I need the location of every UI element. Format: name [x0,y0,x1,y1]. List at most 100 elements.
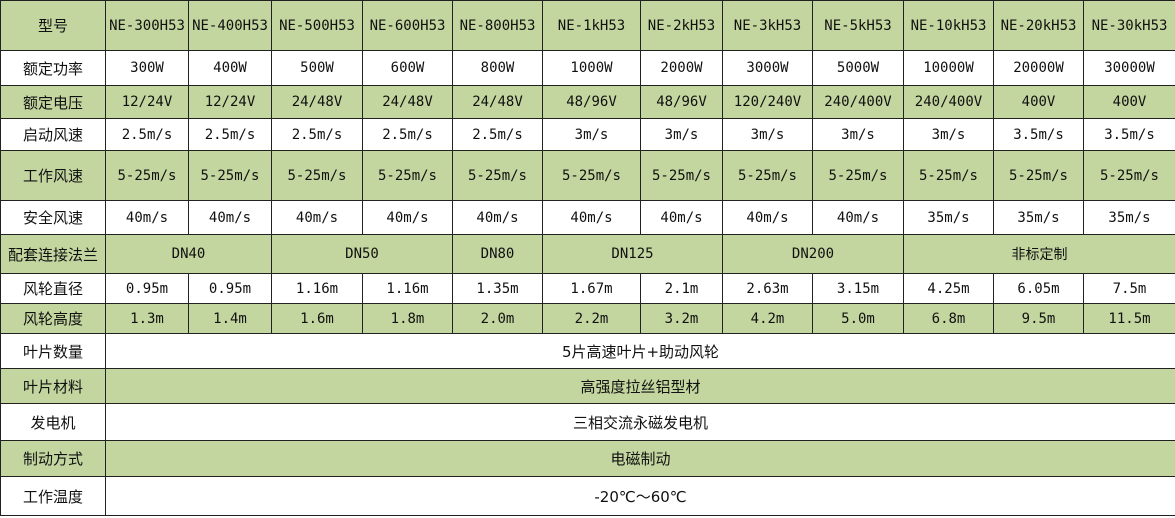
table-cell: 500W [271,50,363,86]
table-cell: 5-25m/s [271,150,363,201]
model-header: NE-30kH53 [1083,0,1175,51]
table-cell: 5-25m/s [1083,150,1175,201]
table-cell: 240/400V [903,85,994,119]
model-header: NE-300H53 [105,0,189,51]
flange-cell: DN40 [105,234,272,274]
common-row: 叶片材料 高强度拉丝铝型材 [0,368,1175,404]
table-cell: 24/48V [452,85,543,119]
table-cell: 48/96V [640,85,723,119]
row-label: 安全风速 [0,200,106,235]
row-label: 启动风速 [0,118,106,151]
table-cell: 1.16m [271,273,363,304]
table-cell: 5-25m/s [188,150,272,201]
table-cell: 30000W [1083,50,1175,86]
table-cell: 2.5m/s [362,118,453,151]
model-header: NE-3kH53 [722,0,813,51]
row-label: 叶片材料 [0,368,106,404]
table-cell: 3m/s [722,118,813,151]
row-label: 工作风速 [0,150,106,201]
table-cell: 4.2m [722,303,813,334]
table-row: 额定电压 12/24V 12/24V 24/48V 24/48V 24/48V 48/96V… [0,85,1175,119]
table-cell: 5-25m/s [722,150,813,201]
table-cell: 2.63m [722,273,813,304]
table-cell: 1.8m [362,303,453,334]
table-cell: 1.67m [542,273,641,304]
table-cell: 6.05m [993,273,1084,304]
row-label: 发电机 [0,403,106,441]
table-cell: 400V [1083,85,1175,119]
table-cell: 1.6m [271,303,363,334]
table-cell: 800W [452,50,543,86]
table-cell: 24/48V [271,85,363,119]
table-cell: 10000W [903,50,994,86]
table-cell: 35m/s [903,200,994,235]
table-cell: 48/96V [542,85,641,119]
header-row: 型号 NE-300H53 NE-400H53 NE-500H53 NE-600H53 NE… [0,0,1175,51]
table-cell: 3m/s [640,118,723,151]
table-cell: 2.2m [542,303,641,334]
model-header: NE-20kH53 [993,0,1084,51]
model-header: NE-5kH53 [812,0,904,51]
table-cell: 1.4m [188,303,272,334]
table-cell: 3000W [722,50,813,86]
table-cell: 300W [105,50,189,86]
table-cell: 400V [993,85,1084,119]
table-cell: 3m/s [812,118,904,151]
table-cell: 40m/s [452,200,543,235]
table-cell: 40m/s [722,200,813,235]
table-cell: 5-25m/s [903,150,994,201]
model-header: NE-1kH53 [542,0,641,51]
common-cell: 5片高速叶片+助动风轮 [105,333,1175,369]
table-cell: 2.5m/s [452,118,543,151]
table-cell: 40m/s [362,200,453,235]
table-row: 启动风速 2.5m/s 2.5m/s 2.5m/s 2.5m/s 2.5m/s 3m/s 3m… [0,118,1175,151]
model-header: NE-2kH53 [640,0,723,51]
common-row: 发电机 三相交流永磁发电机 [0,403,1175,441]
table-cell: 40m/s [188,200,272,235]
table-cell: 5-25m/s [993,150,1084,201]
table-cell: 6.8m [903,303,994,334]
table-row: 风轮直径 0.95m 0.95m 1.16m 1.16m 1.35m 1.67m 2.1m 2.… [0,273,1175,304]
table-row: 工作风速 5-25m/s 5-25m/s 5-25m/s 5-25m/s 5-25m/s 5… [0,150,1175,201]
table-cell: 120/240V [722,85,813,119]
table-cell: 600W [362,50,453,86]
table-cell: 40m/s [542,200,641,235]
table-cell: 3m/s [903,118,994,151]
row-label: 工作温度 [0,476,106,516]
table-row: 额定功率 300W 400W 500W 600W 800W 1000W 2000W 3000W 5… [0,50,1175,86]
table-cell: 1.16m [362,273,453,304]
table-cell: 0.95m [105,273,189,304]
row-label: 额定功率 [0,50,106,86]
flange-cell: DN200 [722,234,904,274]
table-cell: 3m/s [542,118,641,151]
common-row: 制动方式 电磁制动 [0,440,1175,477]
table-cell: 7.5m [1083,273,1175,304]
table-cell: 20000W [993,50,1084,86]
table-cell: 12/24V [188,85,272,119]
table-cell: 2.5m/s [105,118,189,151]
table-cell: 2.5m/s [188,118,272,151]
model-header: NE-10kH53 [903,0,994,51]
table-cell: 5-25m/s [452,150,543,201]
table-cell: 35m/s [993,200,1084,235]
table-cell: 11.5m [1083,303,1175,334]
flange-cell: DN80 [452,234,543,274]
table-cell: 1000W [542,50,641,86]
table-cell: 24/48V [362,85,453,119]
table-cell: 2.0m [452,303,543,334]
table-cell: 5-25m/s [640,150,723,201]
row-label: 叶片数量 [0,333,106,369]
table-cell: 40m/s [271,200,363,235]
common-row: 叶片数量 5片高速叶片+助动风轮 [0,333,1175,369]
row-label: 额定电压 [0,85,106,119]
common-cell: 三相交流永磁发电机 [105,403,1175,441]
table-row: 安全风速 40m/s 40m/s 40m/s 40m/s 40m/s 40m/s 40m/s 4… [0,200,1175,235]
table-cell: 9.5m [993,303,1084,334]
row-label: 风轮直径 [0,273,106,304]
table-cell: 2.1m [640,273,723,304]
table-cell: 40m/s [105,200,189,235]
model-header: NE-400H53 [188,0,272,51]
table-cell: 5-25m/s [105,150,189,201]
table-cell: 3.2m [640,303,723,334]
